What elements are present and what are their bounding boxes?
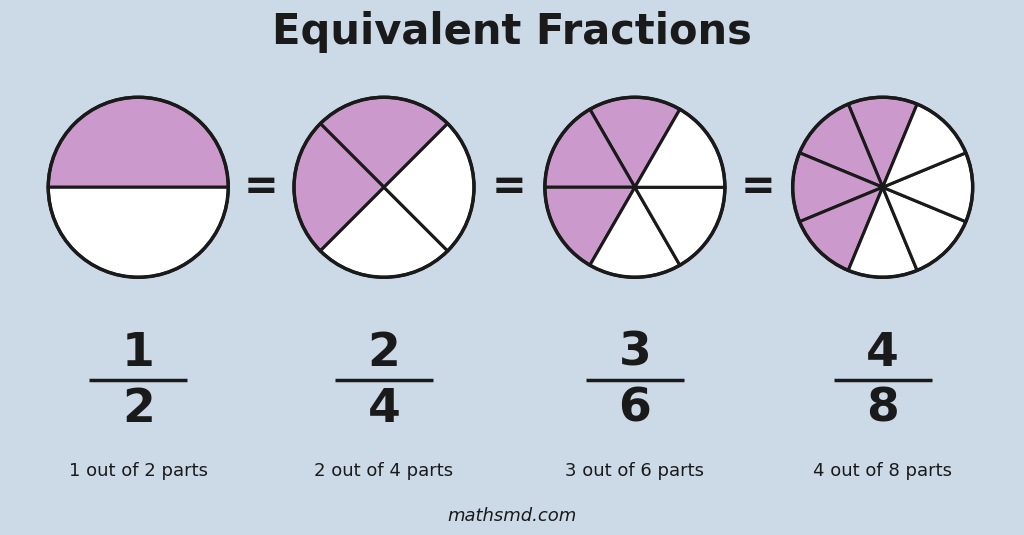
Text: 3 out of 6 parts: 3 out of 6 parts [565, 462, 705, 480]
Wedge shape [48, 187, 228, 277]
Wedge shape [635, 187, 725, 265]
Text: 6: 6 [618, 387, 651, 432]
Wedge shape [800, 187, 883, 270]
Text: 4: 4 [368, 387, 400, 432]
Text: =: = [740, 166, 775, 208]
Wedge shape [321, 187, 447, 277]
Text: 1: 1 [122, 331, 155, 376]
Wedge shape [294, 124, 384, 251]
Text: 2 out of 4 parts: 2 out of 4 parts [314, 462, 454, 480]
Wedge shape [48, 97, 228, 187]
Text: 2: 2 [368, 331, 400, 376]
Text: 4: 4 [866, 331, 899, 376]
Wedge shape [384, 124, 474, 251]
Wedge shape [321, 97, 447, 187]
Text: =: = [244, 166, 279, 208]
Wedge shape [848, 97, 918, 187]
Text: 8: 8 [866, 387, 899, 432]
Wedge shape [883, 153, 973, 221]
Text: Equivalent Fractions: Equivalent Fractions [272, 11, 752, 53]
Text: 2: 2 [122, 387, 155, 432]
Text: 3: 3 [618, 331, 651, 376]
Text: 1 out of 2 parts: 1 out of 2 parts [69, 462, 208, 480]
Wedge shape [545, 109, 635, 187]
Wedge shape [635, 109, 725, 187]
Wedge shape [545, 187, 635, 265]
Wedge shape [793, 153, 883, 221]
Wedge shape [883, 104, 966, 187]
Wedge shape [883, 187, 966, 270]
Text: 4 out of 8 parts: 4 out of 8 parts [813, 462, 952, 480]
Wedge shape [848, 187, 918, 277]
Wedge shape [590, 97, 680, 187]
Text: mathsmd.com: mathsmd.com [447, 507, 577, 525]
Text: =: = [492, 166, 526, 208]
Wedge shape [800, 104, 883, 187]
Wedge shape [590, 187, 680, 277]
